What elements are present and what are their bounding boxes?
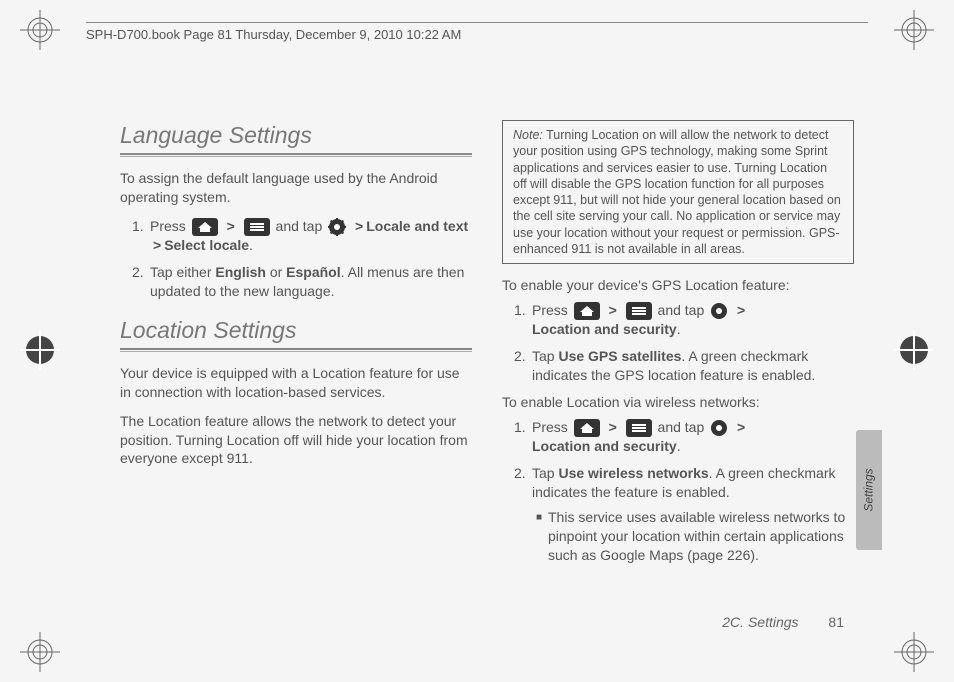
chevron-icon: > — [609, 302, 617, 318]
sub-heading: To enable your device's GPS Location fea… — [502, 276, 854, 295]
side-tab: Settings — [856, 430, 882, 550]
text: Press — [532, 302, 572, 318]
text: and tap — [658, 302, 709, 318]
bold-text: English — [215, 264, 266, 280]
page-footer: 2C. Settings 81 — [722, 614, 844, 630]
body-text: The Location feature allows the network … — [120, 412, 472, 469]
step-body: Press > and tap >Locale and text >Select… — [150, 217, 472, 255]
text: and tap — [658, 419, 709, 435]
text: Press — [532, 419, 572, 435]
note-box: Note: Turning Location on will allow the… — [502, 120, 854, 264]
step-number: 2. — [132, 263, 150, 301]
step-body: Press > and tap > Location and security. — [532, 418, 854, 456]
sub-bullet-text: This service uses available wireless net… — [548, 508, 854, 565]
text: Tap either — [150, 264, 215, 280]
text: Tap — [532, 348, 558, 364]
chevron-icon: > — [737, 419, 745, 435]
bold-text: Use wireless networks — [558, 465, 708, 481]
step-body: Tap Use wireless networks. A green check… — [532, 464, 854, 564]
chevron-icon: > — [355, 218, 363, 234]
crop-mark-icon — [20, 10, 60, 50]
page-number: 81 — [828, 614, 844, 630]
side-tab-label: Settings — [862, 468, 876, 511]
step-number: 1. — [132, 217, 150, 255]
crop-mark-icon — [20, 632, 60, 672]
bold-text: Location and security — [532, 438, 677, 454]
text: Tap — [532, 465, 558, 481]
bold-text: Select locale — [164, 237, 249, 253]
step-body: Press > and tap > Location and security. — [532, 301, 854, 339]
heading-rule — [120, 348, 472, 352]
wireless-step-1: 1. Press > and tap > Location and securi… — [502, 418, 854, 456]
text: Press — [150, 218, 190, 234]
home-icon — [574, 419, 600, 437]
step-body: Tap either English or Español. All menus… — [150, 263, 472, 301]
sub-heading: To enable Location via wireless networks… — [502, 393, 854, 412]
crop-mark-icon — [894, 330, 934, 370]
home-icon — [574, 302, 600, 320]
wireless-step-2: 2. Tap Use wireless networks. A green ch… — [502, 464, 854, 564]
chevron-icon: > — [737, 302, 745, 318]
settings-icon — [710, 302, 728, 320]
chevron-icon: > — [153, 237, 161, 253]
page-content: Language Settings To assign the default … — [120, 120, 854, 612]
home-icon — [192, 218, 218, 236]
page-header: SPH-D700.book Page 81 Thursday, December… — [86, 22, 868, 42]
bold-text: Location and security — [532, 321, 677, 337]
text: and tap — [276, 218, 327, 234]
step-number: 1. — [514, 301, 532, 339]
settings-icon — [328, 218, 346, 236]
text: or — [266, 264, 286, 280]
chevron-icon: > — [609, 419, 617, 435]
note-label: Note: — [513, 128, 543, 142]
bullet-icon: ■ — [536, 508, 548, 565]
heading-location-settings: Location Settings — [120, 315, 472, 346]
menu-icon — [626, 419, 652, 437]
note-body: Turning Location on will allow the netwo… — [513, 128, 841, 256]
step-number: 2. — [514, 464, 532, 564]
crop-mark-icon — [894, 632, 934, 672]
gps-step-1: 1. Press > and tap > Location and securi… — [502, 301, 854, 339]
body-text: Your device is equipped with a Location … — [120, 364, 472, 402]
step-number: 1. — [514, 418, 532, 456]
heading-rule — [120, 153, 472, 157]
bold-text: Locale and text — [366, 218, 468, 234]
step-1: 1. Press > and tap >Locale and text >Sel… — [120, 217, 472, 255]
bold-text: Use GPS satellites — [558, 348, 681, 364]
chevron-icon: > — [227, 218, 235, 234]
menu-icon — [244, 218, 270, 236]
menu-icon — [626, 302, 652, 320]
right-column: Note: Turning Location on will allow the… — [502, 120, 854, 612]
crop-mark-icon — [894, 10, 934, 50]
bold-text: Español — [286, 264, 340, 280]
crop-mark-icon — [20, 330, 60, 370]
body-text: To assign the default language used by t… — [120, 169, 472, 207]
heading-language-settings: Language Settings — [120, 120, 472, 151]
footer-section: 2C. Settings — [722, 614, 798, 630]
step-2: 2. Tap either English or Español. All me… — [120, 263, 472, 301]
step-number: 2. — [514, 347, 532, 385]
left-column: Language Settings To assign the default … — [120, 120, 472, 612]
gps-step-2: 2. Tap Use GPS satellites. A green check… — [502, 347, 854, 385]
settings-icon — [710, 419, 728, 437]
sub-bullet-row: ■ This service uses available wireless n… — [532, 508, 854, 565]
step-body: Tap Use GPS satellites. A green checkmar… — [532, 347, 854, 385]
